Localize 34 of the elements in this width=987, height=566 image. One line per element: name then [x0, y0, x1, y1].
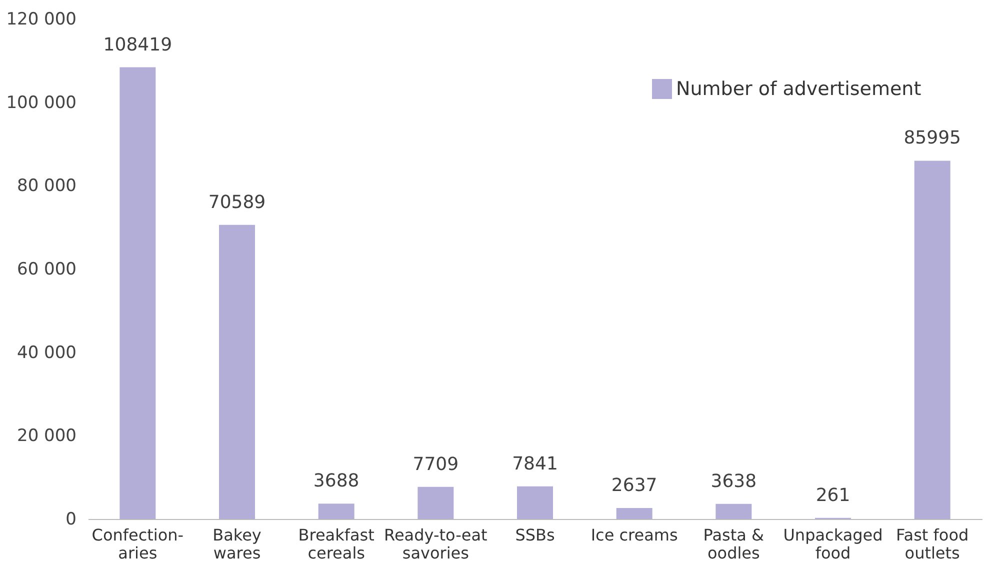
x-tick-label: Ready-to-eat savories	[384, 526, 488, 562]
data-label: 3688	[313, 470, 360, 492]
bar	[914, 160, 950, 519]
data-label: 7709	[412, 454, 459, 475]
bar	[418, 486, 454, 519]
x-tick-label: Pasta & oodles	[703, 526, 764, 562]
data-label: 3638	[710, 470, 757, 492]
x-tick-label: Fast food outlets	[896, 526, 969, 562]
data-label: 70589	[208, 192, 266, 213]
data-label: 85995	[904, 128, 961, 149]
x-tick-label: Ice creams	[590, 526, 678, 544]
legend-label: Number of advertisement	[676, 78, 922, 100]
y-tick-label: 60 000	[17, 260, 76, 280]
y-tick-label: 20 000	[17, 426, 76, 446]
bar	[517, 486, 553, 519]
x-tick-label: Breakfast cereals	[298, 526, 374, 562]
x-tick-label: Unpackaged food	[783, 526, 883, 562]
bar	[219, 224, 255, 519]
bar	[716, 504, 752, 519]
bar	[120, 67, 156, 519]
data-label: 7841	[512, 453, 558, 474]
data-label: 2637	[611, 475, 658, 496]
y-tick-label: 0	[66, 510, 76, 530]
y-tick-label: 120 000	[6, 10, 76, 30]
x-tick-label: SSBs	[515, 526, 555, 544]
y-tick-label: 100 000	[6, 92, 76, 113]
bar	[616, 508, 652, 519]
data-label: 108419	[103, 34, 172, 56]
data-label: 261	[816, 484, 850, 506]
x-tick-label: Bakey wares	[212, 526, 262, 562]
y-tick-label: 40 000	[17, 342, 76, 363]
bar	[318, 504, 354, 519]
x-tick-label: Confection- aries	[92, 526, 184, 562]
y-tick-label: 80 000	[17, 176, 76, 196]
